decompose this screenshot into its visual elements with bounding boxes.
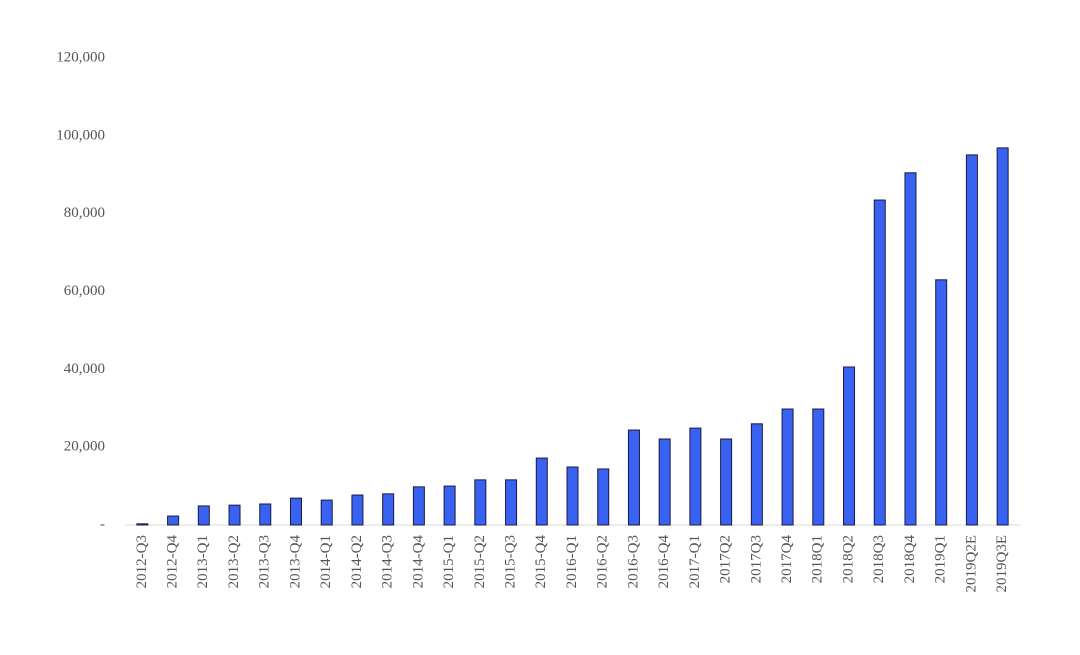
x-tick-label: 2018Q1	[810, 535, 826, 583]
x-tick-label: 2018Q4	[902, 535, 918, 584]
bar	[873, 199, 886, 526]
y-tick-label: 120,000	[56, 49, 105, 65]
x-tick-label: 2015-Q2	[472, 535, 488, 588]
bar	[289, 497, 302, 526]
x-tick-label: 2017Q3	[748, 535, 764, 583]
x-tick-label: 2016-Q3	[625, 535, 641, 588]
bar	[996, 147, 1009, 526]
x-tick-label: 2017Q4	[779, 535, 795, 584]
x-tick-label: 2018Q3	[871, 535, 887, 583]
x-tick-label: 2013-Q2	[226, 535, 242, 588]
y-tick-label: 40,000	[64, 361, 105, 377]
bar	[812, 408, 825, 526]
bar	[505, 479, 518, 526]
x-tick-label: 2019Q2E	[963, 535, 979, 593]
y-tick-label: 60,000	[64, 283, 105, 299]
bar	[904, 172, 917, 526]
bar	[167, 515, 180, 526]
x-tick-label: 2016-Q1	[564, 535, 580, 588]
x-tick-label: 2016-Q2	[595, 535, 611, 588]
y-tick-label: -	[100, 516, 105, 532]
x-tick-label: 2019Q1	[933, 535, 949, 583]
x-tick-label: 2017-Q1	[687, 535, 703, 588]
bar	[197, 505, 210, 526]
bar	[843, 366, 856, 526]
x-tick-label: 2013-Q4	[287, 535, 303, 589]
bar	[750, 423, 763, 526]
x-tick-label: 2015-Q4	[533, 535, 549, 589]
y-tick-label: 100,000	[56, 127, 105, 143]
bar	[443, 485, 456, 526]
x-tick-label: 2014-Q1	[318, 535, 334, 588]
x-tick-label: 2018Q2	[840, 535, 856, 583]
bar	[627, 429, 640, 526]
bar	[965, 154, 978, 526]
x-tick-label: 2012-Q3	[134, 535, 150, 588]
bar	[259, 503, 272, 526]
bar	[720, 438, 733, 526]
x-tick-label: 2015-Q1	[441, 535, 457, 588]
x-tick-label: 2015-Q3	[502, 535, 518, 588]
bar	[228, 504, 241, 526]
x-tick-label: 2017Q2	[718, 535, 734, 583]
bar	[351, 494, 364, 526]
x-tick-label: 2013-Q1	[195, 535, 211, 588]
bar	[658, 438, 671, 526]
bar	[935, 279, 948, 526]
x-tick-label: 2014-Q3	[380, 535, 396, 588]
bar	[535, 457, 548, 526]
bar	[136, 523, 149, 526]
y-tick-label: 20,000	[64, 439, 105, 455]
bar	[412, 486, 425, 526]
bar	[566, 466, 579, 526]
bar	[382, 493, 395, 526]
x-tick-label: 2012-Q4	[165, 535, 181, 589]
x-tick-label: 2019Q3E	[994, 535, 1010, 593]
x-tick-label: 2014-Q2	[349, 535, 365, 588]
bar	[474, 479, 487, 526]
bar	[597, 468, 610, 526]
y-tick-label: 80,000	[64, 205, 105, 221]
bar	[689, 427, 702, 526]
x-tick-label: 2014-Q4	[410, 535, 426, 589]
bar	[781, 408, 794, 526]
bar	[320, 499, 333, 526]
x-tick-label: 2016-Q4	[656, 535, 672, 589]
x-tick-label: 2013-Q3	[257, 535, 273, 588]
